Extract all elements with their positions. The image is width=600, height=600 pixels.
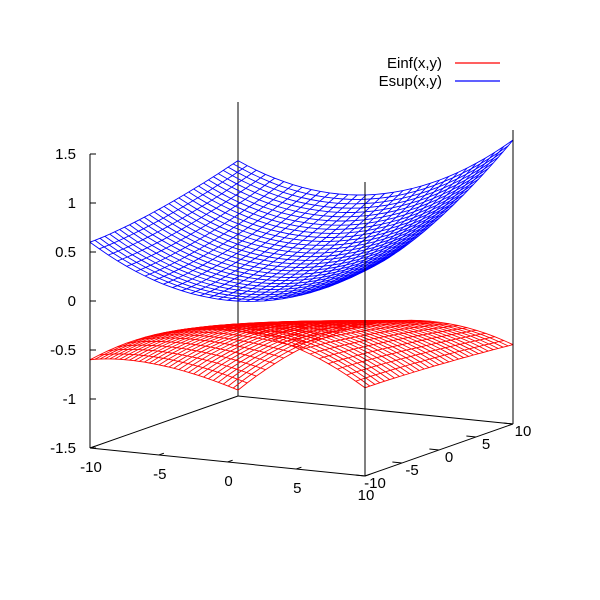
surface-mesh-line xyxy=(300,323,449,351)
x-tick-mark xyxy=(296,466,302,470)
y-tick-mark xyxy=(355,474,366,477)
z-tick-label: -0.5 xyxy=(50,342,76,359)
surface-mesh-line xyxy=(117,174,266,262)
surface-mesh-line xyxy=(355,146,505,276)
legend: Einf(x,y)Esup(x,y) xyxy=(379,55,500,90)
surface-mesh-line xyxy=(364,344,514,389)
surface-mesh-line xyxy=(154,186,303,281)
surface-mesh-line xyxy=(364,139,514,271)
surface-mesh-line xyxy=(254,190,404,302)
x-tick-label: 10 xyxy=(358,487,375,504)
surface-mesh-line xyxy=(309,172,459,294)
surface-mesh-line xyxy=(227,194,376,301)
surface-mesh-line xyxy=(108,348,257,377)
z-tick-label: -1.5 xyxy=(50,440,76,457)
surface-mesh-line xyxy=(208,173,484,222)
surface-mesh-line xyxy=(135,181,285,272)
surface-mesh-line xyxy=(282,182,431,300)
axis-edge-base-back xyxy=(237,395,514,425)
surface-mesh-line xyxy=(337,332,486,370)
x-tick-label: 5 xyxy=(293,480,301,497)
y-tick-label: 0 xyxy=(445,449,453,466)
surface-mesh-line xyxy=(154,331,303,349)
surface-mesh-line xyxy=(99,353,248,384)
surface-mesh-line xyxy=(337,157,486,284)
surfaces-group xyxy=(89,139,514,391)
y-tick-mark xyxy=(466,435,477,438)
surface-mesh-line xyxy=(291,179,441,298)
surface-mesh-line xyxy=(264,188,413,302)
z-tick-label: 1.5 xyxy=(55,146,76,163)
axis-edge-base-left xyxy=(89,395,239,449)
surface-mesh-line xyxy=(282,320,431,343)
x-tick-label: 0 xyxy=(224,473,232,490)
y-tick-mark xyxy=(503,422,514,425)
surface-mesh-line xyxy=(328,329,477,365)
y-tick-mark xyxy=(392,461,403,464)
surface-mesh-line xyxy=(144,184,294,277)
surface-mesh-line xyxy=(254,319,404,335)
surface-mesh-line xyxy=(309,325,459,355)
surface-mesh-line xyxy=(245,191,395,302)
surface-mesh-line xyxy=(355,340,504,382)
surface-mesh-line xyxy=(346,336,495,376)
x-tick-label: -10 xyxy=(80,459,102,476)
surface-mesh-line xyxy=(117,344,266,371)
surface-mesh-line xyxy=(319,327,468,360)
surface-mesh-line xyxy=(264,319,413,338)
surface-mesh-line xyxy=(300,176,450,296)
surface-mesh-line xyxy=(273,185,422,301)
surface-mesh-line xyxy=(190,193,340,294)
surface-mesh-line xyxy=(89,160,239,243)
surface-mesh-line xyxy=(172,191,321,289)
surface-mesh-line xyxy=(273,320,422,340)
surface-mesh-line xyxy=(236,193,386,302)
surface-mesh-line xyxy=(319,167,468,291)
x-tick-mark xyxy=(364,473,371,477)
surface-mesh-line xyxy=(203,178,479,226)
y-tick-label: -10 xyxy=(364,475,386,492)
z-tick-label: 0.5 xyxy=(55,244,76,261)
y-tick-mark xyxy=(429,448,440,451)
surface-mesh-line xyxy=(163,189,312,285)
surface-mesh-line xyxy=(126,340,275,365)
surface-esup xyxy=(89,139,514,302)
surface-mesh-line xyxy=(328,162,477,288)
legend-label-einf: Einf(x,y) xyxy=(387,55,442,72)
surface-mesh-line xyxy=(209,194,358,299)
y-tick-label: 5 xyxy=(482,436,490,453)
surface-mesh-line xyxy=(89,358,239,391)
surface-mesh-line xyxy=(144,334,294,354)
surface-mesh-line xyxy=(135,337,284,359)
x-tick-label: -5 xyxy=(153,466,166,483)
surface-mesh-line xyxy=(199,194,349,297)
y-tick-label: 10 xyxy=(515,423,532,440)
axes-box-back xyxy=(89,102,514,449)
x-tick-mark xyxy=(227,459,233,463)
surface-mesh-line xyxy=(99,165,248,250)
y-tick-label: -5 xyxy=(405,462,418,479)
z-tick-label: 1 xyxy=(68,195,76,212)
x-tick-mark xyxy=(158,452,165,456)
surface-mesh-line xyxy=(108,169,257,256)
z-tick-label: 0 xyxy=(68,293,76,310)
legend-label-esup: Esup(x,y) xyxy=(379,73,442,90)
surface-mesh-line xyxy=(181,192,330,292)
surface-mesh-line xyxy=(126,177,275,267)
z-tick-label: -1 xyxy=(63,391,76,408)
surface-mesh-line xyxy=(346,152,496,280)
surface-mesh-line xyxy=(218,194,367,300)
surface-einf xyxy=(89,319,514,391)
x-tick-mark xyxy=(89,445,96,449)
surface-mesh-line xyxy=(291,321,440,347)
